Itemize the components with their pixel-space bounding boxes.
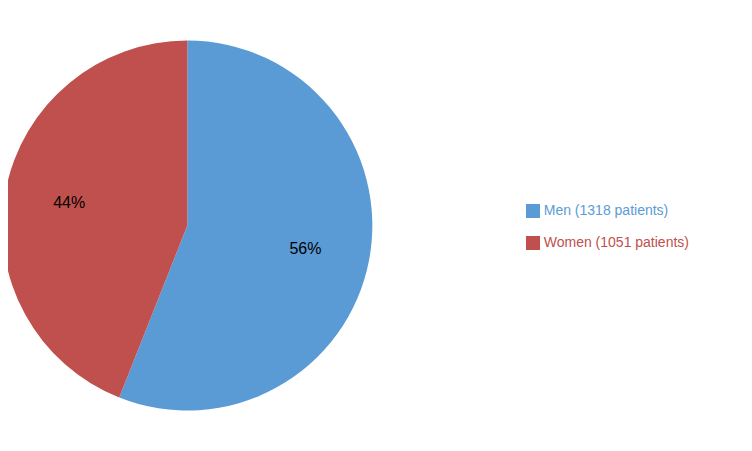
svg-text:44%: 44% xyxy=(53,194,85,211)
html-text:Men (1318 patients): Men (1318 patients) xyxy=(543,201,669,218)
svg-text:56%: 56% xyxy=(289,240,321,257)
html-text:Women (1051 patients): Women (1051 patients) xyxy=(543,233,689,250)
